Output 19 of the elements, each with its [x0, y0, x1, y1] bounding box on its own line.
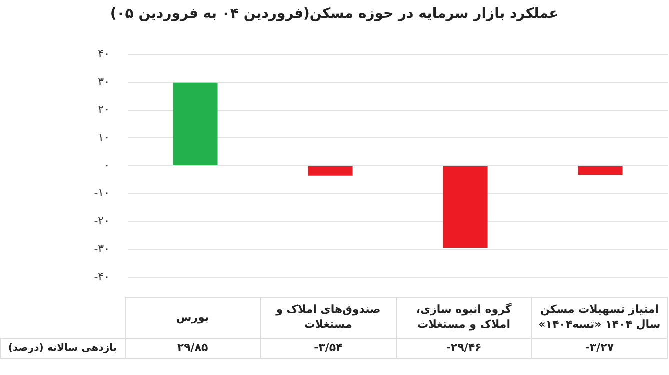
y-tick-label: ۱۰	[98, 131, 110, 144]
y-tick-label: -۲۰	[94, 214, 110, 228]
y-tick-label: -۴۰	[94, 270, 110, 284]
y-tick-label: ۲۰	[98, 103, 110, 116]
x-tick-label: گروه انبوه سازی، املاک و مستغلات	[396, 298, 532, 338]
data-label: -۳/۲۷	[532, 338, 668, 358]
text: بازدهی سالانه (درصد)	[0, 338, 125, 358]
y-tick-label: -۳۰	[94, 242, 110, 256]
chart-title: عملکرد بازار سرمایه در حوزه مسکن(فروردین ۰۴ به فروردین ۰۵)	[109, 6, 560, 22]
y-tick-label: ۰	[104, 158, 110, 172]
y-tick-label: -۱۰	[94, 186, 110, 200]
y-tick-label: ۳۰	[98, 75, 110, 88]
data-label: -۲۹/۴۶	[396, 338, 532, 358]
y-tick-label: ۴۰	[98, 47, 110, 60]
x-tick-label: امتیاز تسهیلات مسکن سال ۱۴۰۴ «تسه۱۴۰۴»	[532, 298, 668, 338]
data-label: ۲۹/۸۵	[125, 338, 261, 358]
data-label: -۳/۵۴	[260, 338, 396, 358]
x-tick-label: صندوق‌های املاک و مستغلات	[260, 298, 396, 338]
x-tick-label: بورس	[125, 298, 261, 338]
